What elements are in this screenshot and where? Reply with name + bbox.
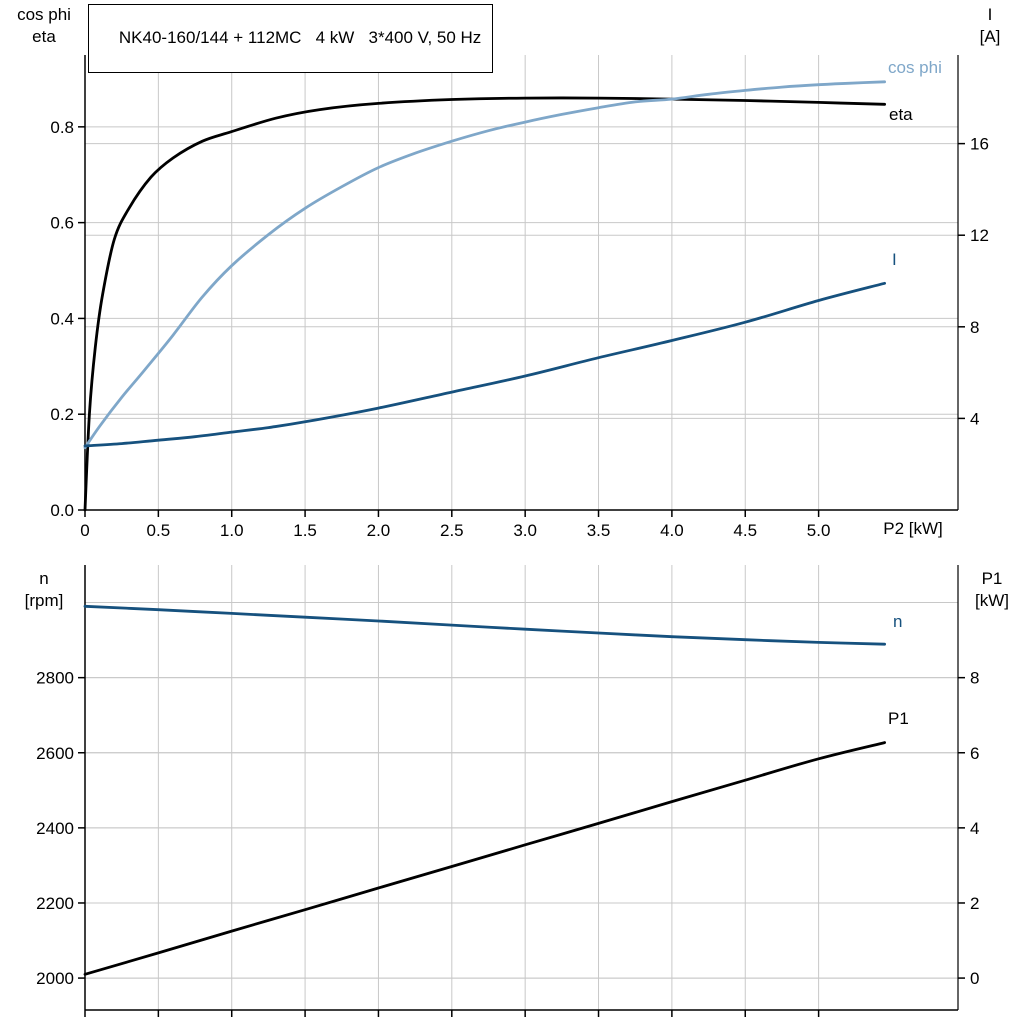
x-tick-label: 0 <box>80 521 89 540</box>
axis-title-current-unit: [A] <box>979 27 1001 46</box>
y-right-tick-label: 0 <box>970 969 979 988</box>
curve-label-eta: eta <box>889 105 913 124</box>
chart-title: NK40-160/144 + 112MC 4 kW 3*400 V, 50 Hz <box>118 28 482 47</box>
x-tick-label: 5.0 <box>807 521 831 540</box>
x-axis-title: P2 [kW] <box>883 519 943 538</box>
y-right-tick-label: 12 <box>970 226 989 245</box>
y-right-tick-label: 4 <box>970 819 979 838</box>
y-right-tick-label: 16 <box>970 135 989 154</box>
curve-label-speed: n <box>893 612 903 631</box>
y-left-tick-label: 0.2 <box>50 405 74 424</box>
y-left-tick-label: 2600 <box>36 744 74 763</box>
axis-title-p1-unit: [kW] <box>975 591 1009 610</box>
y-left-tick-label: 0.6 <box>50 214 74 233</box>
x-tick-label: 0.5 <box>147 521 171 540</box>
curve-label-cos-phi: cos phi <box>888 58 942 77</box>
axis-title-eta: eta <box>32 27 56 46</box>
x-tick-label: 3.0 <box>513 521 537 540</box>
x-tick-label: 4.5 <box>733 521 757 540</box>
x-tick-label: 2.5 <box>440 521 464 540</box>
series-curve-eta <box>83 96 886 512</box>
y-left-tick-label: 0.8 <box>50 118 74 137</box>
x-tick-label: 4.0 <box>660 521 684 540</box>
axis-title-current: I <box>987 5 993 24</box>
y-left-tick-label: 2800 <box>36 669 74 688</box>
y-right-tick-label: 6 <box>970 744 979 763</box>
title-box: NK40-160/144 + 112MC 4 kW 3*400 V, 50 Hz <box>88 4 494 73</box>
y-right-tick-label: 2 <box>970 894 979 913</box>
y-right-tick-label: 8 <box>970 669 979 688</box>
axis-title-p1: P1 <box>981 569 1003 588</box>
x-tick-label: 1.5 <box>293 521 317 540</box>
y-left-tick-label: 2200 <box>36 894 74 913</box>
y-left-tick-label: 2400 <box>36 819 74 838</box>
y-left-tick-label: 0.4 <box>50 309 74 328</box>
top-left-axis-title: cos phi eta <box>6 4 82 48</box>
bottom-left-axis-title: n [rpm] <box>6 568 82 612</box>
top-right-axis-title: I [A] <box>964 4 1016 48</box>
series-curve-i <box>83 281 886 448</box>
bottom-right-axis-title: P1 [kW] <box>964 568 1020 612</box>
axis-title-cos-phi: cos phi <box>17 5 71 24</box>
y-left-tick-label: 2000 <box>36 969 74 988</box>
series-curve-n <box>83 604 886 646</box>
series-curve-p1 <box>83 741 886 976</box>
y-left-tick-label: 0.0 <box>50 501 74 520</box>
x-tick-label: 2.0 <box>367 521 391 540</box>
x-tick-label: 3.5 <box>587 521 611 540</box>
axis-title-speed: n <box>39 569 49 588</box>
series-curve-cos-phi <box>83 80 886 450</box>
x-tick-label: 1.0 <box>220 521 244 540</box>
y-right-tick-label: 8 <box>970 318 979 337</box>
y-right-tick-label: 4 <box>970 409 979 428</box>
curve-label-current: I <box>892 250 897 269</box>
axis-title-speed-unit: [rpm] <box>24 591 64 610</box>
curve-label-p1: P1 <box>888 709 909 728</box>
